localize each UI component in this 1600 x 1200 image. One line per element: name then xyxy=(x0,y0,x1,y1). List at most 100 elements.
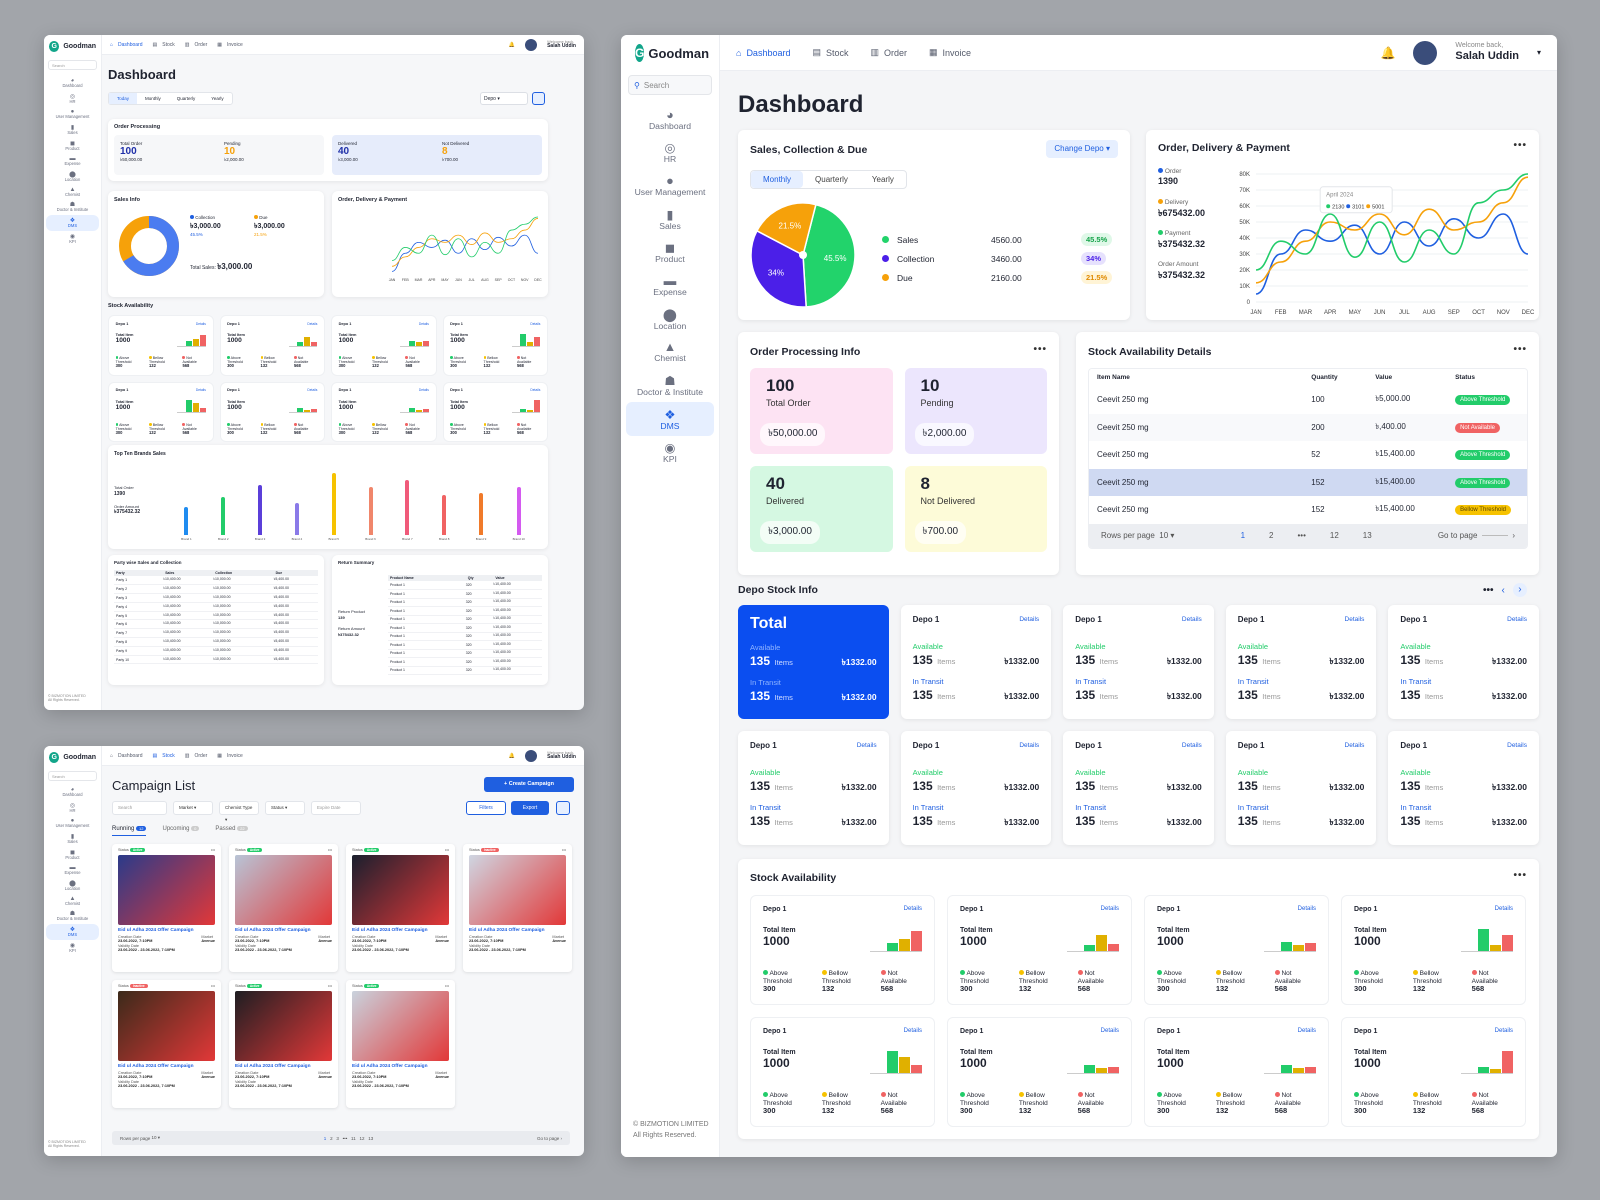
mini-search[interactable]: Search xyxy=(48,60,97,70)
page-number[interactable]: 2 xyxy=(1269,531,1274,540)
brand-bar[interactable]: Brand 4 xyxy=(292,503,302,541)
details-link[interactable]: Details xyxy=(307,388,318,392)
more-options-icon[interactable]: ••• xyxy=(328,984,332,988)
series-line-payment[interactable] xyxy=(391,216,539,261)
more-options-icon[interactable]: ••• xyxy=(1513,140,1527,151)
campaign-card[interactable]: Status Active ••• Eid ul Adha 2024 Offer … xyxy=(229,980,338,1108)
filters-button[interactable]: Filters xyxy=(466,801,506,815)
order-stat-pending[interactable]: 10 Pending ৳2,000.00 xyxy=(904,368,1047,454)
table-row[interactable]: Ceevit 250 mg 152 ৳15,400.00 Bellow Thresho… xyxy=(1089,496,1527,524)
campaign-search[interactable]: Search xyxy=(48,771,97,781)
goto-page-input[interactable] xyxy=(1481,535,1508,536)
more-options-icon[interactable]: ••• xyxy=(445,984,449,988)
sidebar-item-hr[interactable]: ◎ HR xyxy=(46,91,99,107)
details-link[interactable]: Details xyxy=(1100,906,1119,912)
sidebar-item-dashboard[interactable]: ◕ Dashboard xyxy=(46,785,99,800)
sidebar-item-location[interactable]: ⬤ Location xyxy=(46,877,99,893)
mini-op-stat[interactable]: Pending 10 ৳2,000.00 xyxy=(224,141,244,162)
sidebar-item-product[interactable]: ◼ Product xyxy=(46,138,99,154)
sidebar-item-chemist[interactable]: ▲ Chemist xyxy=(46,893,99,908)
brand-bar[interactable]: Brand 2 xyxy=(218,497,229,541)
more-options-icon[interactable]: ••• xyxy=(1513,870,1527,881)
mini-op-stat[interactable]: Delivered 40 ৳3,000.00 xyxy=(338,141,358,162)
topnav-invoice[interactable]: ▦ Invoice xyxy=(217,753,243,759)
brand-bar[interactable]: Brand 6 xyxy=(365,487,376,541)
sidebar-item-dashboard[interactable]: ◕ Dashboard xyxy=(46,76,99,91)
depo-stock-card[interactable]: Depo 1 Details Available 135 Items ৳1332.0… xyxy=(1388,731,1539,845)
campaign-card[interactable]: Status Active ••• Eid ul Adha 2024 Offer … xyxy=(112,844,221,972)
details-link[interactable]: Details xyxy=(1181,742,1202,749)
stock-availability-item[interactable]: Depo 1 Details Total Item 1000 Above Thre… xyxy=(108,381,214,442)
series-line-order[interactable] xyxy=(391,234,539,272)
column-header[interactable]: Item Name xyxy=(1097,374,1130,381)
filter-chemist-type[interactable]: Chemist Type ▾ xyxy=(219,801,259,822)
details-link[interactable]: Details xyxy=(307,321,318,326)
sidebar-item-user-management[interactable]: ● User Management xyxy=(626,169,715,202)
sidebar-item-doctor-institute[interactable]: ☗ Doctor & Institute xyxy=(626,368,715,402)
more-options-icon[interactable]: ••• xyxy=(1513,344,1527,355)
grid-view-button[interactable] xyxy=(556,801,570,815)
details-link[interactable]: Details xyxy=(903,1028,922,1034)
order-stat-delivered[interactable]: 40 Delivered ৳3,000.00 xyxy=(750,466,893,552)
details-link[interactable]: Details xyxy=(195,388,206,392)
column-header[interactable]: Status xyxy=(1455,374,1475,381)
prev-arrow-icon[interactable]: ‹ xyxy=(1501,584,1505,596)
table-row[interactable]: Ceevit 250 mg 200 ৳,400.00 Not Available xyxy=(1089,413,1527,441)
stock-availability-item[interactable]: Depo 1 Details Total Item 1000 Above Thre… xyxy=(1144,895,1329,1005)
campaign-card[interactable]: Status Active ••• Eid ul Adha 2024 Offer … xyxy=(229,844,338,972)
series-line-order[interactable] xyxy=(1255,213,1529,295)
stock-availability-item[interactable]: Depo 1 Details Total Item 1000 Above Thre… xyxy=(1144,1017,1329,1127)
more-options-icon[interactable]: ••• xyxy=(211,984,215,988)
details-link[interactable]: Details xyxy=(1297,1028,1316,1034)
sidebar-item-kpi[interactable]: ◉ KPI xyxy=(46,231,99,247)
details-link[interactable]: Details xyxy=(195,321,206,326)
next-arrow-icon[interactable]: › xyxy=(1512,583,1527,597)
details-link[interactable]: Details xyxy=(1494,1028,1513,1034)
brand-bar[interactable]: Brand 3 xyxy=(255,485,265,541)
stock-availability-item[interactable]: Depo 1 Details Total Item 1000 Above Thre… xyxy=(108,315,214,376)
sidebar-item-dms[interactable]: ❖ DMS xyxy=(625,402,715,436)
filter-expire-date[interactable]: Expire Date xyxy=(311,801,361,815)
filter-search[interactable]: Search xyxy=(112,801,167,815)
avatar[interactable] xyxy=(525,38,538,51)
depo-stock-card[interactable]: Depo 1 Details Available 135 Items ৳1332.0… xyxy=(900,731,1052,845)
more-options-icon[interactable]: ••• xyxy=(1483,584,1494,596)
stock-availability-item[interactable]: Depo 1 Details Total Item 1000 Above Thre… xyxy=(442,315,548,376)
user-avatar[interactable] xyxy=(1413,40,1438,65)
sidebar-item-chemist[interactable]: ▲ Chemist xyxy=(46,184,99,199)
topnav-stock[interactable]: ▤ Stock xyxy=(812,47,848,58)
details-link[interactable]: Details xyxy=(1344,616,1365,623)
table-row[interactable]: Ceevit 250 mg 100 ৳5,000.00 Above Threshold xyxy=(1089,386,1527,414)
mini-tab-today[interactable]: Today xyxy=(109,93,138,104)
stock-availability-item[interactable]: Depo 1 Details Total Item 1000 Above Thre… xyxy=(442,381,548,442)
more-options-icon[interactable]: ••• xyxy=(445,848,449,852)
details-link[interactable]: Details xyxy=(418,388,429,392)
details-link[interactable]: Details xyxy=(1507,616,1527,623)
table-row[interactable]: Ceevit 250 mg 152 ৳15,400.00 Above Threshol… xyxy=(1089,468,1527,496)
more-options-icon[interactable]: ••• xyxy=(211,848,215,852)
details-link[interactable]: Details xyxy=(530,321,541,326)
sidebar-item-dms[interactable]: ❖ DMS xyxy=(46,924,99,941)
topnav-stock[interactable]: ▤ Stock xyxy=(153,42,175,48)
depo-stock-card[interactable]: Depo 1 Details Available 135 Items ৳1332.0… xyxy=(900,605,1052,719)
depo-stock-card[interactable]: Depo 1 Details Available 135 Items ৳1332.0… xyxy=(738,731,889,845)
campaign-tab-running[interactable]: Running 12 xyxy=(112,826,147,836)
depo-stock-card[interactable]: Depo 1 Details Available 135 Items ৳1332.0… xyxy=(1225,605,1377,719)
details-link[interactable]: Details xyxy=(530,388,541,392)
sidebar-item-expense[interactable]: ▬ Expense xyxy=(46,863,99,878)
campaign-title[interactable]: Eid ul Adha 2024 Offer Campaign xyxy=(352,928,428,933)
brand-bar[interactable]: Brand 9 xyxy=(476,493,486,541)
sidebar-item-doctor-institute[interactable]: ☗ Doctor & Institute xyxy=(46,908,99,924)
filter-status[interactable]: Status ▾ xyxy=(265,801,305,815)
next-page-icon[interactable]: › xyxy=(1512,531,1515,540)
page-number[interactable]: ••• xyxy=(1297,531,1306,540)
sidebar-item-product[interactable]: ◼ Product xyxy=(46,847,99,863)
sidebar-item-sales[interactable]: ▮ Sales xyxy=(46,831,99,847)
change-depo-button[interactable]: Change Depo ▾ xyxy=(1046,140,1118,158)
campaign-tab-passed[interactable]: Passed 22 xyxy=(215,826,248,836)
sidebar-item-dms[interactable]: ❖ DMS xyxy=(46,215,99,232)
details-link[interactable]: Details xyxy=(1100,1028,1119,1034)
more-options-icon[interactable]: ••• xyxy=(328,848,332,852)
topnav-order[interactable]: ▥ Order xyxy=(185,753,208,759)
column-header[interactable]: Quantity xyxy=(1311,374,1338,381)
